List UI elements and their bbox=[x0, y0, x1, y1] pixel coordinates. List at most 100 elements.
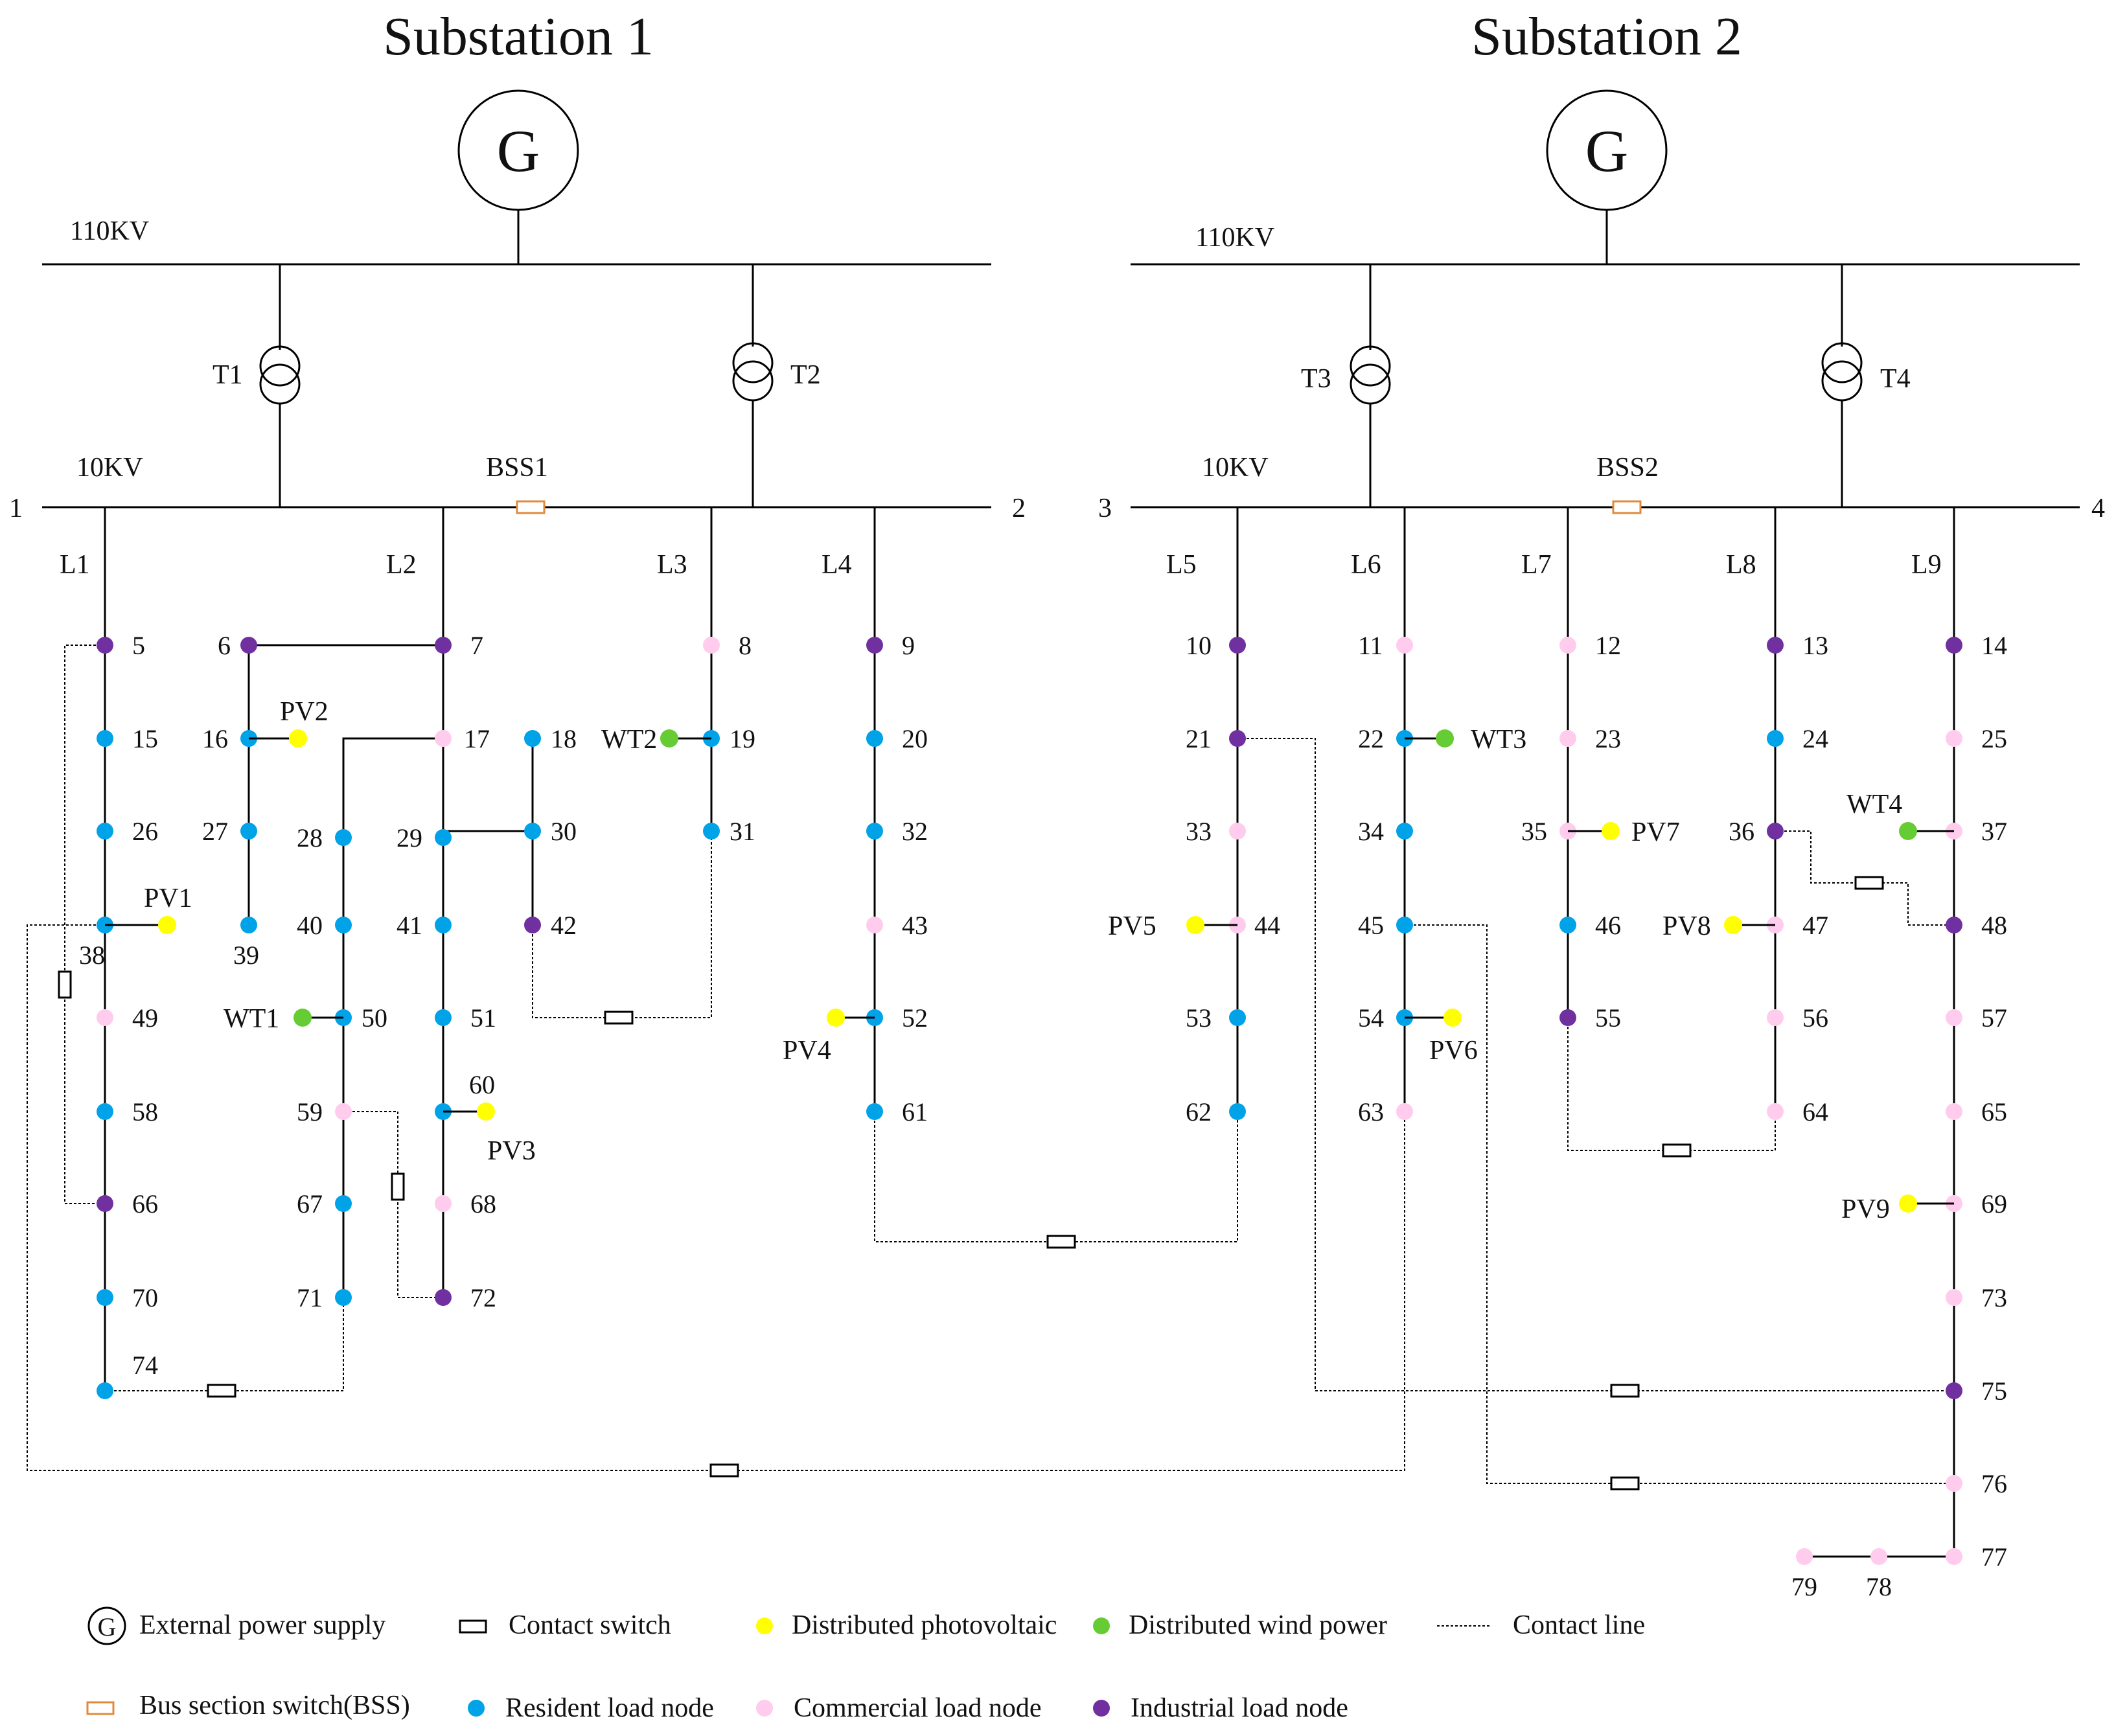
node-79[interactable] bbox=[1796, 1548, 1813, 1565]
node-45[interactable] bbox=[1396, 917, 1413, 933]
node-77[interactable] bbox=[1946, 1548, 1962, 1565]
bss1-switch[interactable] bbox=[516, 500, 546, 514]
node-51-label: 51 bbox=[470, 1003, 496, 1033]
node-56[interactable] bbox=[1767, 1009, 1784, 1026]
node-34-label: 34 bbox=[1358, 817, 1384, 846]
node-27[interactable] bbox=[240, 823, 257, 839]
node-62[interactable] bbox=[1229, 1103, 1246, 1120]
node-7[interactable] bbox=[435, 637, 452, 654]
contact-switch[interactable] bbox=[1610, 1384, 1640, 1398]
node-32[interactable] bbox=[866, 823, 883, 839]
node-24[interactable] bbox=[1767, 730, 1784, 747]
node-40[interactable] bbox=[335, 917, 352, 933]
node-53[interactable] bbox=[1229, 1009, 1246, 1026]
node-71[interactable] bbox=[335, 1289, 352, 1306]
legend-pv-icon bbox=[756, 1617, 773, 1634]
node-65[interactable] bbox=[1946, 1103, 1962, 1120]
node-18[interactable] bbox=[524, 730, 541, 747]
t3-label: T3 bbox=[1301, 364, 1331, 394]
node-78[interactable] bbox=[1870, 1548, 1887, 1565]
node-70[interactable] bbox=[97, 1289, 113, 1306]
node-67[interactable] bbox=[335, 1195, 352, 1212]
contact-switch[interactable] bbox=[207, 1384, 236, 1398]
node-76[interactable] bbox=[1946, 1475, 1962, 1492]
node-29[interactable] bbox=[435, 829, 452, 846]
node-15[interactable] bbox=[97, 730, 113, 747]
contact-switch[interactable] bbox=[391, 1172, 405, 1201]
node-25[interactable] bbox=[1946, 730, 1962, 747]
node-46[interactable] bbox=[1559, 917, 1576, 933]
node-23[interactable] bbox=[1559, 730, 1576, 747]
node-9[interactable] bbox=[866, 637, 883, 654]
node-42-label: 42 bbox=[551, 911, 577, 940]
node-51[interactable] bbox=[435, 1009, 452, 1026]
node-42[interactable] bbox=[524, 917, 541, 933]
bss2-switch[interactable] bbox=[1612, 500, 1642, 514]
node-13[interactable] bbox=[1767, 637, 1784, 654]
node-19-label: 19 bbox=[730, 724, 755, 753]
legend-contact-switch-icon bbox=[459, 1619, 487, 1634]
node-63[interactable] bbox=[1396, 1103, 1413, 1120]
node-61[interactable] bbox=[866, 1103, 883, 1120]
node-35-label: 35 bbox=[1521, 817, 1547, 846]
node-13-label: 13 bbox=[1802, 631, 1828, 660]
node-55[interactable] bbox=[1559, 1009, 1576, 1026]
node-59[interactable] bbox=[335, 1103, 352, 1120]
node-68-label: 68 bbox=[470, 1189, 496, 1218]
node-48[interactable] bbox=[1946, 917, 1962, 933]
node-8[interactable] bbox=[703, 637, 720, 654]
substation-2-structure: G 110KV T3 T4 BSS2 10KV 3 4 bbox=[1098, 89, 2105, 523]
node-58[interactable] bbox=[97, 1103, 113, 1120]
node-6-label: 6 bbox=[218, 631, 231, 660]
contact-switch[interactable] bbox=[1854, 876, 1884, 890]
node-43[interactable] bbox=[866, 917, 883, 933]
node-58-label: 58 bbox=[132, 1097, 158, 1126]
node-57-label: 57 bbox=[1981, 1003, 2007, 1033]
node-75[interactable] bbox=[1946, 1382, 1962, 1399]
node-23-label: 23 bbox=[1595, 724, 1621, 753]
legend-bss-icon bbox=[86, 1701, 115, 1715]
node-72[interactable] bbox=[435, 1289, 452, 1306]
node-21[interactable] bbox=[1229, 730, 1246, 747]
node-57[interactable] bbox=[1946, 1009, 1962, 1026]
node-34[interactable] bbox=[1396, 823, 1413, 839]
node-66[interactable] bbox=[97, 1195, 113, 1212]
node-5[interactable] bbox=[97, 637, 113, 654]
node-73[interactable] bbox=[1946, 1289, 1962, 1306]
node-64[interactable] bbox=[1767, 1103, 1784, 1120]
node-6[interactable] bbox=[240, 637, 257, 654]
node-30[interactable] bbox=[524, 823, 541, 839]
node-68[interactable] bbox=[435, 1195, 452, 1212]
legend-resident-icon bbox=[468, 1700, 485, 1717]
node-20[interactable] bbox=[866, 730, 883, 747]
node-49[interactable] bbox=[97, 1009, 113, 1026]
legend-generator-icon bbox=[87, 1606, 126, 1645]
node-26[interactable] bbox=[97, 823, 113, 839]
contact-switch[interactable] bbox=[1046, 1235, 1076, 1249]
node-10-label: 10 bbox=[1186, 631, 1212, 660]
node-11[interactable] bbox=[1396, 637, 1413, 654]
node-76-label: 76 bbox=[1981, 1469, 2007, 1498]
contact-switch[interactable] bbox=[709, 1463, 739, 1478]
node-28-label: 28 bbox=[297, 823, 323, 852]
contact-switch[interactable] bbox=[604, 1011, 634, 1025]
contact-switch[interactable] bbox=[58, 970, 72, 999]
node-52-label: 52 bbox=[902, 1003, 928, 1033]
node-54-label: 54 bbox=[1358, 1003, 1384, 1033]
node-31[interactable] bbox=[703, 823, 720, 839]
node-28[interactable] bbox=[335, 829, 352, 846]
node-36[interactable] bbox=[1767, 823, 1784, 839]
node-33[interactable] bbox=[1229, 823, 1246, 839]
legend-contact-switch: Contact switch bbox=[509, 1610, 671, 1640]
node-39[interactable] bbox=[240, 917, 257, 933]
node-41[interactable] bbox=[435, 917, 452, 933]
node-10[interactable] bbox=[1229, 637, 1246, 654]
contact-switch[interactable] bbox=[1610, 1476, 1640, 1490]
node-12[interactable] bbox=[1559, 637, 1576, 654]
node-14[interactable] bbox=[1946, 637, 1962, 654]
feeder-l1-label: L1 bbox=[60, 550, 90, 580]
contact-switch[interactable] bbox=[1662, 1143, 1692, 1158]
node-32-label: 32 bbox=[902, 817, 928, 846]
node-17[interactable] bbox=[435, 730, 452, 747]
node-74[interactable] bbox=[97, 1382, 113, 1399]
